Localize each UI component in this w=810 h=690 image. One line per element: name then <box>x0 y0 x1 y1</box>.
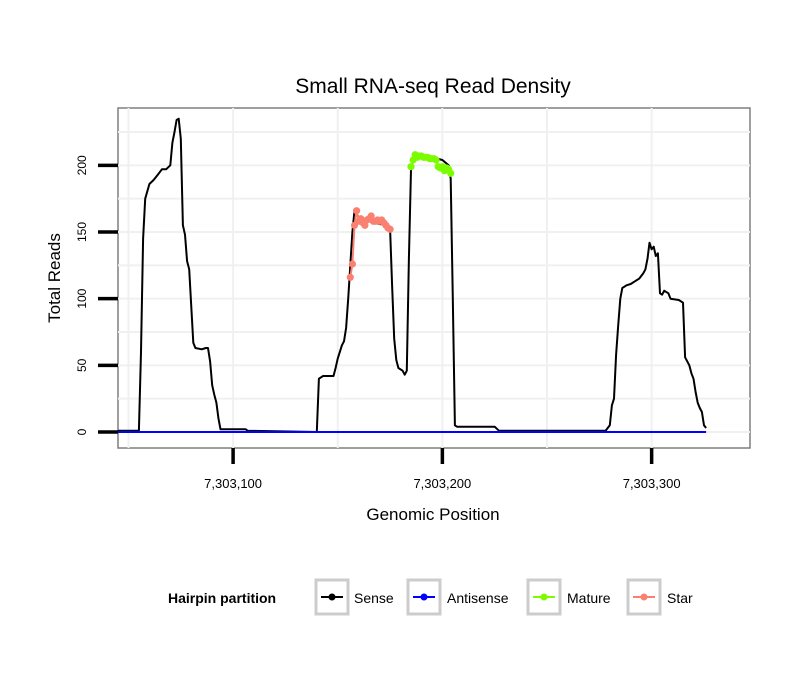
y-tick-label: 0 <box>75 428 89 435</box>
y-axis: 0 50 100 150 200 <box>75 155 118 435</box>
x-tick-label: 7,303,100 <box>204 476 262 491</box>
legend-key-point <box>640 593 648 601</box>
legend-entries: Sense Antisense Mature Star <box>314 578 693 616</box>
legend-item-mature: Mature <box>526 578 611 616</box>
legend-label-mature: Mature <box>567 590 611 606</box>
mature-point <box>432 156 440 164</box>
y-tick-label: 200 <box>75 155 89 175</box>
legend-label-sense: Sense <box>354 590 394 606</box>
star-point <box>346 273 354 281</box>
chart-title: Small RNA-seq Read Density <box>295 75 571 98</box>
legend-label-star: Star <box>667 590 693 606</box>
x-tick-label: 7,303,200 <box>413 476 471 491</box>
legend-key-point <box>328 593 336 601</box>
legend-key-point <box>420 593 428 601</box>
y-tick-label: 100 <box>75 288 89 308</box>
mature-point <box>447 169 455 177</box>
legend-item-sense: Sense <box>314 578 394 616</box>
star-point <box>386 225 394 233</box>
mature-point <box>407 163 415 171</box>
x-axis: 7,303,100 7,303,200 7,303,300 <box>204 448 681 491</box>
y-axis-title: Total Reads <box>45 233 64 323</box>
legend: Hairpin partition Sense Antisense Mature St… <box>168 578 693 616</box>
x-axis-title: Genomic Position <box>366 505 499 524</box>
y-tick-label: 150 <box>75 222 89 242</box>
sense-line <box>118 117 707 433</box>
legend-item-antisense: Antisense <box>406 578 509 616</box>
legend-title: Hairpin partition <box>168 590 276 606</box>
series-layer <box>118 117 707 433</box>
legend-key-point <box>540 593 548 601</box>
star-point <box>348 260 356 268</box>
legend-item-star: Star <box>626 578 693 616</box>
plot-area <box>117 107 751 449</box>
star-point <box>353 207 361 215</box>
x-tick-label: 7,303,300 <box>623 476 681 491</box>
y-tick-label: 50 <box>75 358 89 372</box>
legend-label-antisense: Antisense <box>447 590 509 606</box>
